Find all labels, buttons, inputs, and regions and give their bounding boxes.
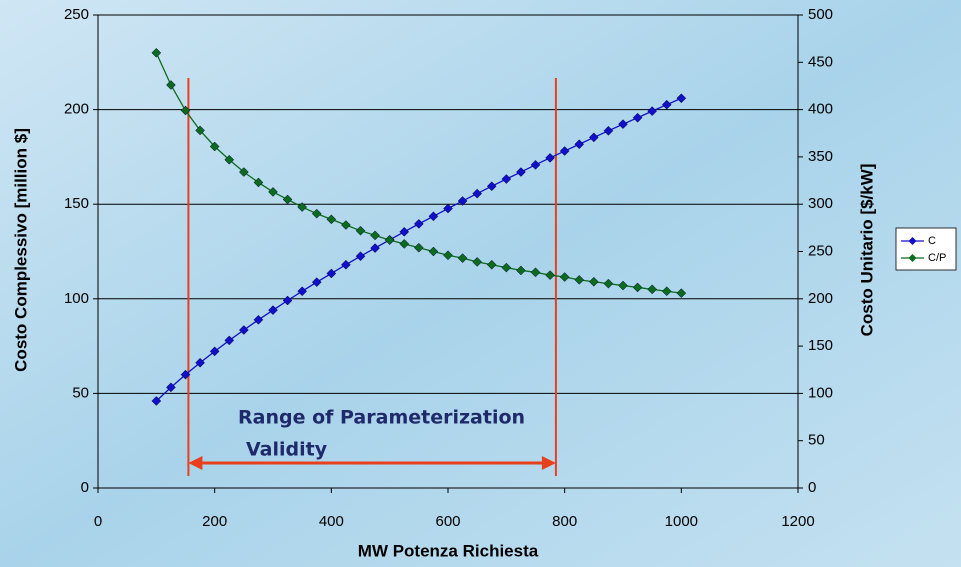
y-tick-label: 200: [64, 101, 89, 118]
x-tick-label: 1000: [665, 513, 698, 530]
y2-tick-label: 250: [808, 242, 833, 259]
y2-tick-label: 200: [808, 290, 833, 307]
legend: C C/P: [896, 228, 956, 270]
x-tick-label: 0: [94, 513, 102, 530]
y2-tick-label: 450: [808, 53, 833, 70]
y-tick-label: 100: [64, 290, 89, 307]
y-tick-label: 0: [81, 479, 89, 496]
y2-tick-label: 350: [808, 148, 833, 165]
chart: MW Potenza Richiesta Costo Complessivo […: [0, 0, 961, 567]
x-tick-label: 1200: [781, 513, 814, 530]
y2-tick-label: 400: [808, 101, 833, 118]
legend-text: C/P: [928, 252, 946, 264]
y2-tick-label: 0: [808, 479, 816, 496]
y2-tick-label: 300: [808, 195, 833, 212]
y2-axis-title: Costo Unitario [$/kW]: [857, 164, 876, 337]
y-tick-label: 50: [72, 384, 89, 401]
annotation: Validity: [246, 439, 328, 461]
y2-tick-label: 150: [808, 337, 833, 354]
x-tick-label: 800: [552, 513, 577, 530]
y-tick-label: 250: [64, 6, 89, 23]
x-axis-title: MW Potenza Richiesta: [358, 541, 539, 560]
background: [0, 0, 961, 567]
x-tick-label: 600: [435, 513, 460, 530]
y-tick-label: 150: [64, 195, 89, 212]
legend-text: C: [928, 235, 936, 247]
x-tick-label: 200: [202, 513, 227, 530]
y2-tick-label: 500: [808, 6, 833, 23]
y-axis-title: Costo Complessivo [million $]: [11, 128, 30, 372]
x-tick-label: 400: [319, 513, 344, 530]
y2-tick-label: 100: [808, 384, 833, 401]
annotation: Range of Parameterization: [238, 407, 525, 429]
y2-tick-label: 50: [808, 432, 825, 449]
legend-box: [896, 228, 956, 270]
